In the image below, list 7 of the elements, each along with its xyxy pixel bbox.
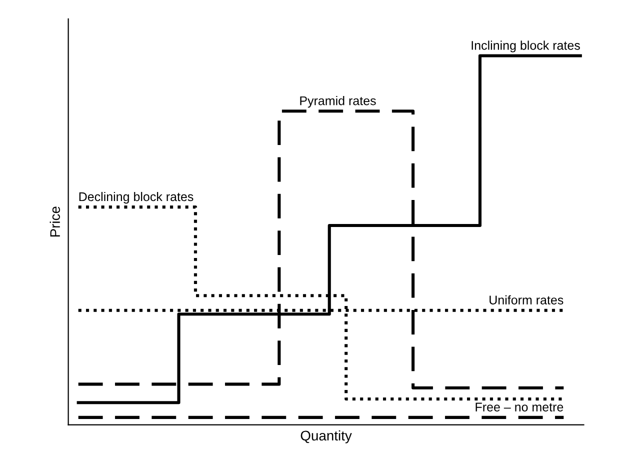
series-label: Pyramid rates: [300, 96, 376, 108]
series-label: Inclining block rates: [472, 40, 580, 52]
series-label: Uniform rates: [490, 295, 564, 304]
series-label: Free – no metre: [476, 402, 564, 412]
y-axis-title: Price: [50, 206, 60, 237]
x-axis-title: Quantity: [300, 430, 352, 444]
series-label: Declining block rates: [79, 192, 194, 204]
